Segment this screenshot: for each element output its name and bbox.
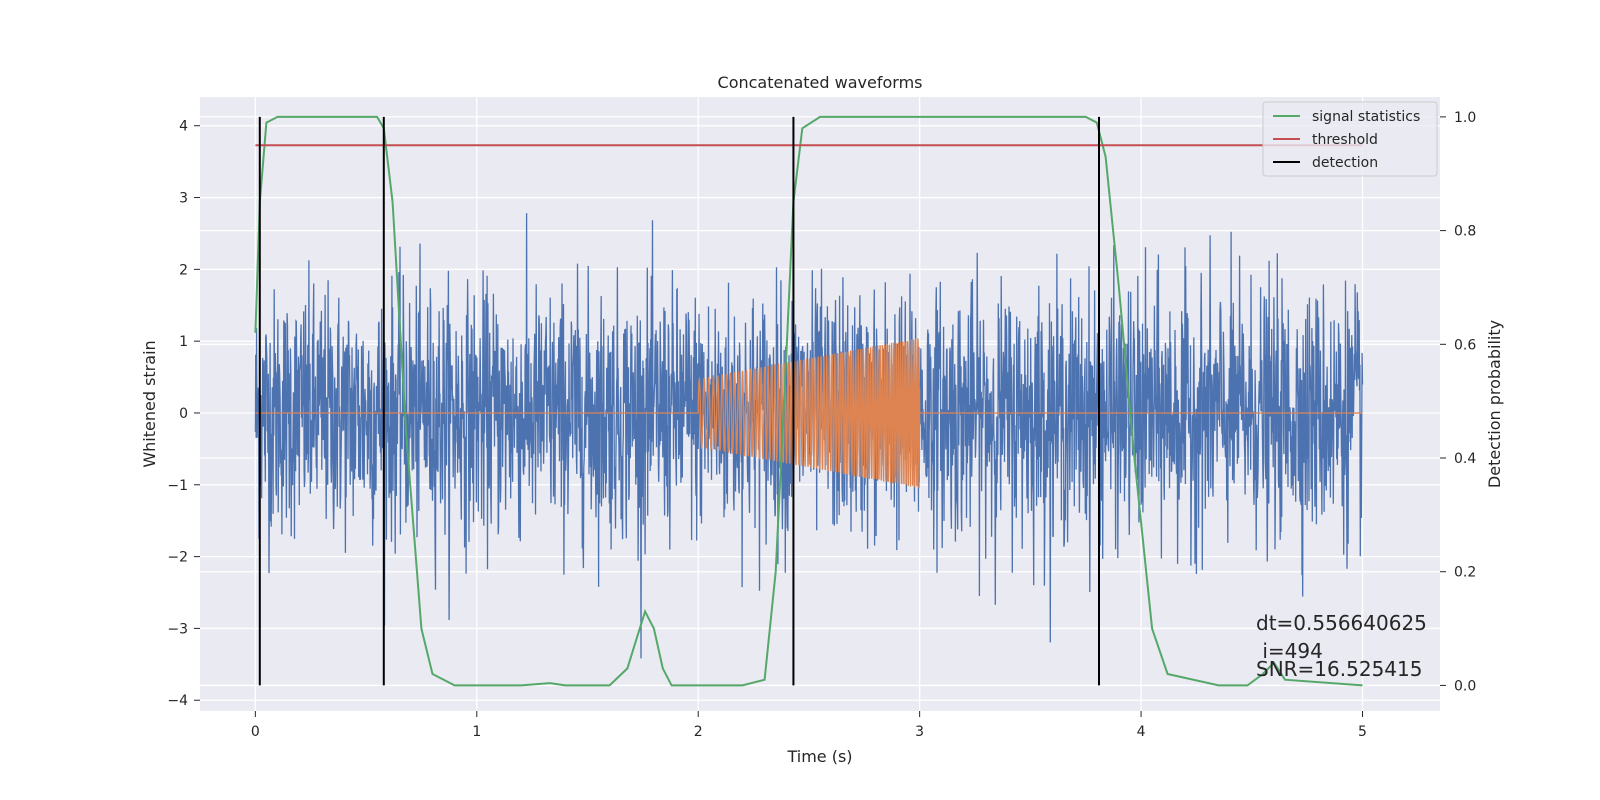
x-ticks: 0 1 2 3 4 5 (251, 711, 1367, 740)
y-tick-label: −1 (167, 478, 188, 494)
y2-ticks: 0.0 0.2 0.4 0.6 0.8 1.0 (1440, 110, 1476, 694)
y-tick-label: 1 (179, 334, 188, 350)
y-tick-label: 4 (179, 119, 188, 135)
y2-tick-label: 0.0 (1454, 678, 1476, 694)
y-tick-label: 0 (179, 406, 188, 422)
y-tick-label: 2 (179, 262, 188, 278)
series-layer (254, 115, 1364, 687)
legend: signal statistics threshold detection (1262, 101, 1438, 177)
annotation-i: i=494 (1256, 639, 1323, 663)
legend-box (1262, 101, 1438, 177)
legend-label-detection: detection (1312, 155, 1378, 171)
y-tick-label: −4 (167, 693, 188, 709)
series-injected-signal-line (255, 338, 1363, 489)
y-ticks: −4 −3 −2 −1 0 1 2 3 4 (167, 119, 200, 709)
y-tick-label: −2 (167, 550, 188, 566)
y2-tick-label: 1.0 (1454, 110, 1476, 126)
x-tick-label: 5 (1358, 724, 1367, 740)
x-tick-label: 0 (251, 724, 260, 740)
x-tick-label: 2 (694, 724, 703, 740)
y2-tick-label: 0.2 (1454, 565, 1476, 581)
legend-label-threshold: threshold (1312, 132, 1378, 148)
x-tick-label: 4 (1137, 724, 1146, 740)
y-tick-label: 3 (179, 191, 188, 207)
annotation-snr: SNR=16.525415 (1256, 657, 1422, 681)
x-tick-label: 3 (915, 724, 924, 740)
y-tick-label: −3 (167, 621, 188, 637)
legend-label-signal-statistics: signal statistics (1312, 109, 1420, 125)
annotation-dt: dt=0.556640625 (1256, 611, 1427, 635)
y2-tick-label: 0.8 (1454, 224, 1476, 240)
x-axis-title: Time (s) (786, 747, 852, 766)
x-tick-label: 1 (472, 724, 481, 740)
y2-tick-label: 0.4 (1454, 451, 1476, 467)
series-signal-statistics-line (254, 115, 1363, 687)
y-axis-title: Whitened strain (140, 340, 159, 467)
y2-tick-label: 0.6 (1454, 337, 1476, 353)
chart-title: Concatenated waveforms (718, 73, 923, 92)
y2-axis-title: Detection probability (1485, 320, 1504, 488)
